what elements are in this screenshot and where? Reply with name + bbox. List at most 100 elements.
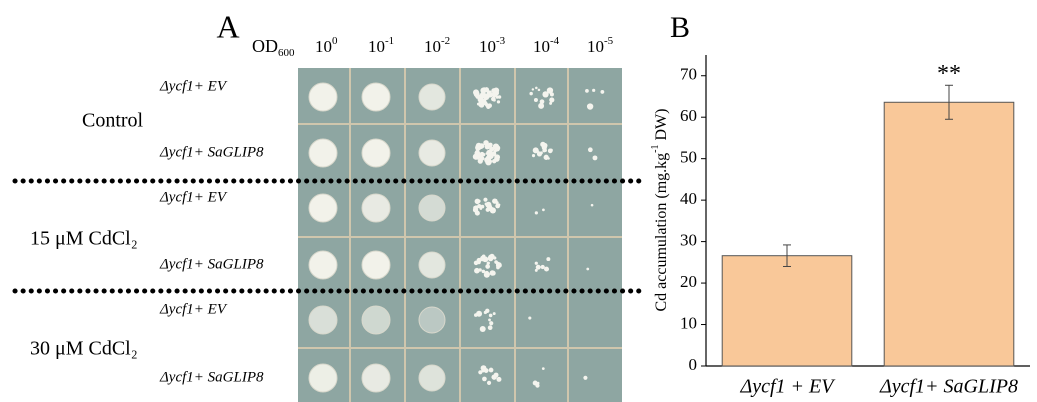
colony-spot: [418, 83, 446, 111]
y-tick-label: 10: [680, 313, 697, 332]
y-tick-label: 0: [689, 355, 698, 374]
colony: [495, 203, 501, 209]
colony: [474, 198, 481, 205]
colony: [585, 88, 589, 93]
dilution-exponent: 0: [332, 35, 338, 47]
colony: [493, 372, 499, 378]
colony: [544, 266, 549, 272]
colony: [531, 154, 536, 158]
colony: [542, 91, 549, 98]
colony: [480, 99, 486, 106]
colony: [476, 102, 480, 106]
colony: [492, 143, 500, 150]
colony: [492, 98, 496, 102]
colony: [473, 154, 478, 159]
colony: [487, 142, 493, 148]
colony: [478, 268, 482, 272]
colony: [529, 91, 533, 96]
dilution-exponent: -2: [441, 35, 450, 47]
colony: [488, 313, 493, 318]
dilution-label: 10-1: [368, 35, 394, 56]
dilution-label: 10-5: [587, 35, 614, 56]
colony-spot: [418, 139, 446, 167]
colony-spot: [361, 193, 391, 223]
colony-spot: [418, 194, 446, 222]
colony: [476, 310, 483, 317]
colony: [496, 376, 502, 382]
x-tick-label: Δycf1+ SaGLIP8: [879, 376, 1018, 398]
colony: [542, 208, 545, 212]
strain-label: Δycf1+ SaGLIP8: [159, 256, 264, 272]
colony-spot: [418, 251, 446, 279]
bar: [721, 255, 853, 367]
colony-spot: [308, 250, 338, 280]
colony: [488, 367, 494, 373]
colony-spot: [361, 82, 391, 112]
y-tick-label: 40: [680, 189, 697, 208]
colony: [543, 154, 549, 160]
y-axis-label: Cd accumulation (mg.kg-1 DW): [650, 109, 669, 312]
colony: [531, 88, 535, 91]
colony: [476, 257, 482, 263]
od-sub: 600: [278, 47, 295, 59]
bar: [883, 101, 1015, 367]
x-tick-label: Δycf1 + EV: [740, 376, 837, 398]
colony: [549, 101, 553, 105]
colony: [592, 88, 596, 92]
colony: [483, 140, 489, 146]
dilution-exponent: -3: [496, 35, 506, 47]
colony: [532, 380, 538, 386]
strain-label: Δycf1+ EV: [159, 189, 228, 205]
y-tick-label: 20: [680, 272, 697, 291]
colony: [478, 370, 483, 375]
colony: [534, 261, 538, 265]
colony: [485, 264, 491, 269]
colony-spot: [361, 138, 391, 168]
colony: [482, 376, 487, 382]
dilution-exponent: -5: [604, 35, 614, 47]
colony-spot: [308, 138, 338, 168]
od-label: OD600: [252, 36, 295, 58]
dilution-base: 10: [533, 37, 550, 56]
y-label-tail: DW): [653, 109, 670, 145]
colony: [489, 321, 494, 326]
colony: [549, 97, 555, 103]
panel-label: B: [670, 11, 690, 44]
colony: [488, 206, 494, 212]
colony: [534, 211, 538, 215]
colony: [484, 270, 490, 276]
dilution-base: 10: [479, 37, 496, 56]
colony: [541, 367, 545, 371]
dilution-base: 10: [587, 37, 604, 56]
colony: [538, 102, 545, 109]
colony: [535, 264, 541, 270]
colony: [546, 257, 551, 262]
colony-spot: [418, 306, 446, 334]
colony: [536, 151, 543, 157]
colony: [483, 310, 488, 315]
y-tick-label: 70: [680, 65, 697, 84]
colony: [490, 270, 496, 276]
colony: [528, 316, 532, 320]
colonies: [308, 82, 605, 393]
colony: [543, 148, 547, 153]
colony: [487, 325, 493, 331]
colony: [474, 267, 480, 274]
colony: [583, 375, 588, 380]
colony-spot: [361, 250, 391, 280]
colony: [483, 87, 490, 93]
colony: [479, 326, 486, 332]
colony: [546, 87, 554, 94]
colony-spot: [308, 82, 338, 112]
colony: [477, 204, 482, 209]
dilution-exponent: -1: [385, 35, 394, 47]
dilution-label: 10-4: [533, 35, 560, 56]
strain-label: Δycf1+ EV: [159, 301, 228, 317]
y-tick-label: 60: [680, 106, 697, 125]
dilution-base: 10: [368, 37, 385, 56]
strain-label: Δycf1+ SaGLIP8: [159, 144, 264, 160]
significance: **: [937, 61, 961, 87]
dilution-label: 100: [315, 35, 338, 56]
colony: [483, 94, 490, 101]
colony: [592, 155, 598, 161]
